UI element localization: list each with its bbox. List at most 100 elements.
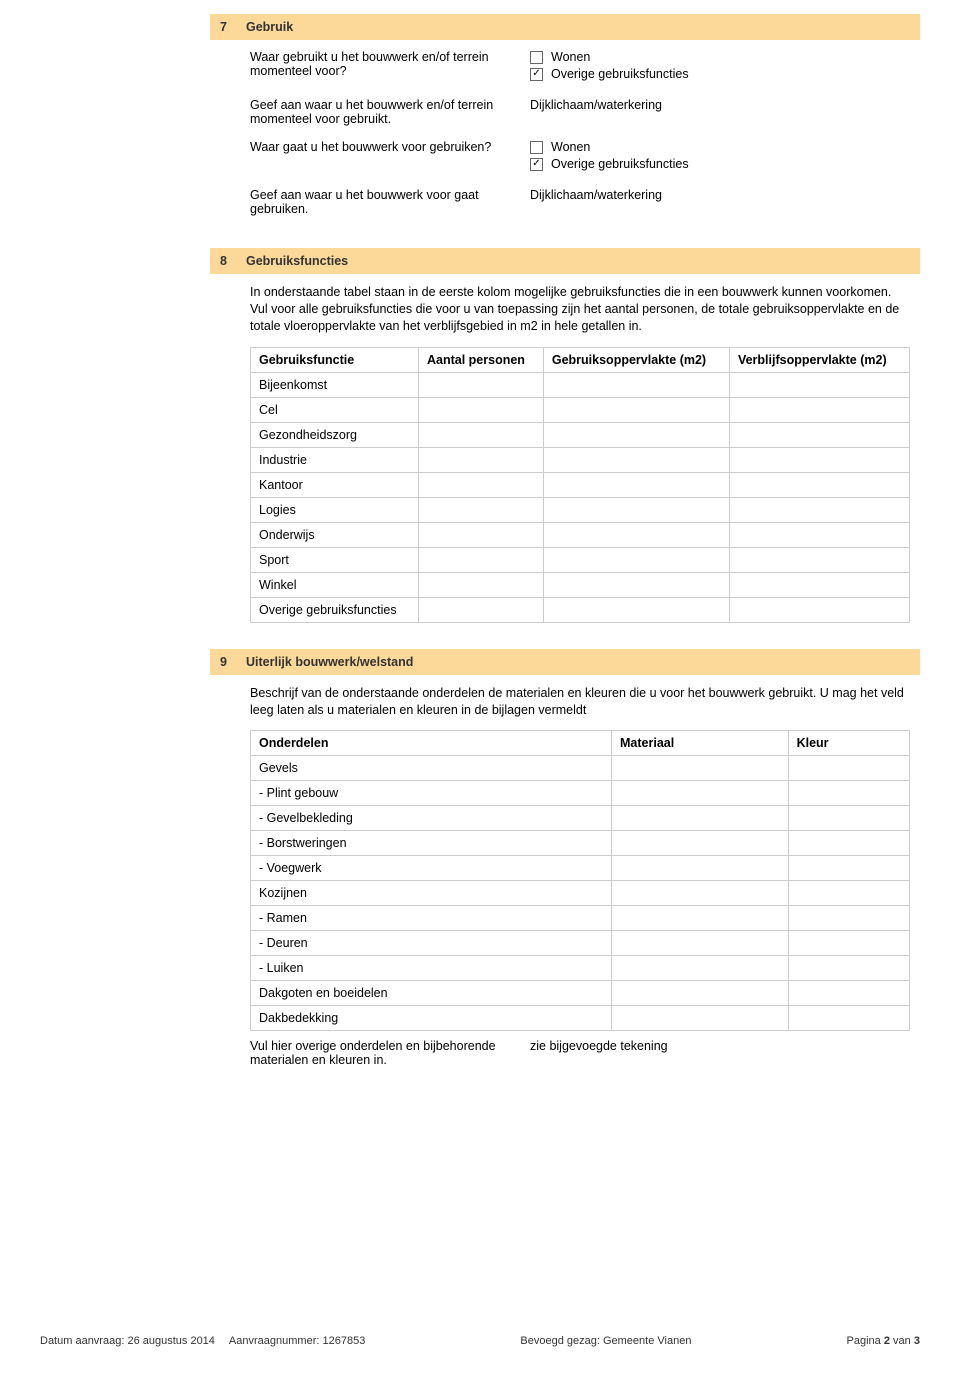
section-number: 7 xyxy=(220,20,246,34)
table-cell: Kantoor xyxy=(251,472,419,497)
table-cell[interactable] xyxy=(612,756,789,781)
table-row: Dakgoten en boeidelen xyxy=(251,981,910,1006)
welstand-table: OnderdelenMateriaalKleur Gevels- Plint g… xyxy=(250,730,910,1031)
checkbox-overige[interactable]: ✓ xyxy=(530,158,543,171)
table-row: Kantoor xyxy=(251,472,910,497)
question-text: Geef aan waar u het bouwwerk en/of terre… xyxy=(250,98,500,126)
table-cell[interactable] xyxy=(543,472,729,497)
table-row: Industrie xyxy=(251,447,910,472)
table-cell[interactable] xyxy=(612,806,789,831)
table-header: Gebruiksfunctie xyxy=(251,347,419,372)
table-cell[interactable] xyxy=(788,856,909,881)
checkbox-wonen[interactable] xyxy=(530,141,543,154)
question-text: Waar gaat u het bouwwerk voor gebruiken? xyxy=(250,140,500,174)
section-8-header: 8 Gebruiksfuncties xyxy=(210,248,920,274)
table-cell[interactable] xyxy=(788,781,909,806)
table-cell[interactable] xyxy=(612,981,789,1006)
table-cell[interactable] xyxy=(543,397,729,422)
table-cell[interactable] xyxy=(543,522,729,547)
table-cell[interactable] xyxy=(729,547,909,572)
table-cell[interactable] xyxy=(729,422,909,447)
section-8-body: In onderstaande tabel staan in de eerste… xyxy=(250,274,920,635)
section-number: 9 xyxy=(220,655,246,669)
table-cell: Onderwijs xyxy=(251,522,419,547)
table-row: Winkel xyxy=(251,572,910,597)
table-cell[interactable] xyxy=(729,522,909,547)
table-cell[interactable] xyxy=(729,472,909,497)
table-row: Dakbedekking xyxy=(251,1006,910,1031)
table-cell[interactable] xyxy=(729,372,909,397)
section-title: Gebruiksfuncties xyxy=(246,254,348,268)
table-cell[interactable] xyxy=(543,497,729,522)
table-cell[interactable] xyxy=(543,422,729,447)
table-cell[interactable] xyxy=(612,881,789,906)
table-cell[interactable] xyxy=(788,1006,909,1031)
table-cell: - Borstweringen xyxy=(251,831,612,856)
checkbox-wonen[interactable] xyxy=(530,51,543,64)
table-cell[interactable] xyxy=(543,597,729,622)
table-cell[interactable] xyxy=(612,781,789,806)
table-cell: Cel xyxy=(251,397,419,422)
section-9-header: 9 Uiterlijk bouwwerk/welstand xyxy=(210,649,920,675)
table-cell[interactable] xyxy=(788,981,909,1006)
table-row: - Luiken xyxy=(251,956,910,981)
gebruiksfuncties-table: GebruiksfunctieAantal personenGebruiksop… xyxy=(250,347,910,623)
table-row: - Gevelbekleding xyxy=(251,806,910,831)
table-row: - Ramen xyxy=(251,906,910,931)
table-cell[interactable] xyxy=(418,422,543,447)
table-cell[interactable] xyxy=(612,1006,789,1031)
table-cell[interactable] xyxy=(788,931,909,956)
footer-datum: Datum aanvraag: 26 augustus 2014 xyxy=(40,1335,215,1347)
table-cell[interactable] xyxy=(543,547,729,572)
table-cell[interactable] xyxy=(788,881,909,906)
table-cell[interactable] xyxy=(729,497,909,522)
table-header: Verblijfsoppervlakte (m2) xyxy=(729,347,909,372)
table-cell[interactable] xyxy=(729,397,909,422)
table-cell: Sport xyxy=(251,547,419,572)
table-cell[interactable] xyxy=(418,372,543,397)
table-cell[interactable] xyxy=(418,522,543,547)
table-cell[interactable] xyxy=(418,572,543,597)
table-cell[interactable] xyxy=(612,931,789,956)
table-cell[interactable] xyxy=(788,906,909,931)
footer-gezag: Bevoegd gezag: Gemeente Vianen xyxy=(520,1335,691,1347)
table-cell[interactable] xyxy=(418,497,543,522)
table-row: Kozijnen xyxy=(251,881,910,906)
table-cell: Gezondheidszorg xyxy=(251,422,419,447)
table-cell: Overige gebruiksfuncties xyxy=(251,597,419,622)
table-cell: Bijeenkomst xyxy=(251,372,419,397)
table-cell[interactable] xyxy=(543,447,729,472)
table-cell[interactable] xyxy=(418,472,543,497)
table-cell[interactable] xyxy=(729,447,909,472)
section-number: 8 xyxy=(220,254,246,268)
table-header: Materiaal xyxy=(612,731,789,756)
table-cell[interactable] xyxy=(612,956,789,981)
table-cell: Dakbedekking xyxy=(251,1006,612,1031)
table-cell[interactable] xyxy=(418,447,543,472)
answer-text: Dijklichaam/waterkering xyxy=(530,188,910,216)
section-title: Uiterlijk bouwwerk/welstand xyxy=(246,655,413,669)
table-cell[interactable] xyxy=(418,547,543,572)
table-cell[interactable] xyxy=(788,831,909,856)
table-cell[interactable] xyxy=(543,372,729,397)
table-cell[interactable] xyxy=(418,397,543,422)
table-row: - Deuren xyxy=(251,931,910,956)
table-cell[interactable] xyxy=(612,856,789,881)
table-row: Overige gebruiksfuncties xyxy=(251,597,910,622)
table-cell[interactable] xyxy=(788,806,909,831)
table-cell: - Plint gebouw xyxy=(251,781,612,806)
table-cell[interactable] xyxy=(788,956,909,981)
table-cell[interactable] xyxy=(418,597,543,622)
table-cell[interactable] xyxy=(788,756,909,781)
table-cell: - Deuren xyxy=(251,931,612,956)
table-row: - Voegwerk xyxy=(251,856,910,881)
table-cell[interactable] xyxy=(729,572,909,597)
table-cell[interactable] xyxy=(612,831,789,856)
table-row: Bijeenkomst xyxy=(251,372,910,397)
table-cell[interactable] xyxy=(543,572,729,597)
table-header: Kleur xyxy=(788,731,909,756)
table-cell[interactable] xyxy=(729,597,909,622)
table-cell[interactable] xyxy=(612,906,789,931)
checkbox-label: Overige gebruiksfuncties xyxy=(551,67,689,81)
checkbox-overige[interactable]: ✓ xyxy=(530,68,543,81)
